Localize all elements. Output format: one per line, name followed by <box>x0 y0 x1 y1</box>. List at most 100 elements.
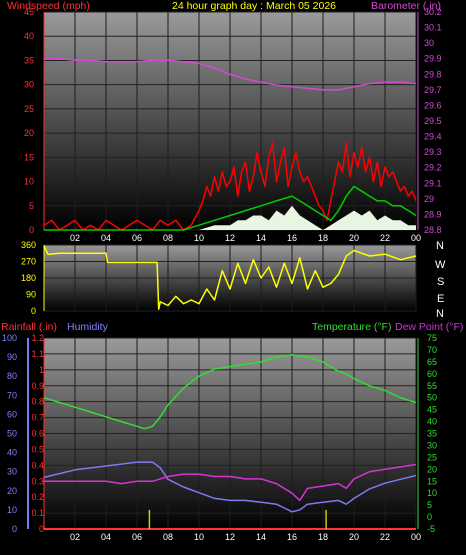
direction-tick-label: 360 <box>21 240 36 250</box>
windspeed-tick-label: 40 <box>24 31 34 41</box>
windspeed-line <box>43 142 417 231</box>
x-tick-label: 08 <box>163 233 173 243</box>
temperature-tick-label: 0 <box>427 512 432 522</box>
temperature-tick-label: 25 <box>427 452 437 462</box>
windspeed-tick-label: 10 <box>24 177 34 187</box>
direction-tick-label: 180 <box>21 273 36 283</box>
temperature-tick-label: 20 <box>427 464 437 474</box>
temperature-tick-label: 55 <box>427 381 437 391</box>
windspeed-tick-label: 30 <box>24 80 34 90</box>
barometer-tick-label: 30.2 <box>424 7 442 17</box>
rainfall-tick-label: 0.8 <box>31 397 44 407</box>
humidity-tick-label: 100 <box>2 333 17 343</box>
rainfall-tick-label: 0.9 <box>31 381 44 391</box>
rainfall-tick-label: 0.2 <box>31 492 44 502</box>
rainfall-tick-label: 0.4 <box>31 460 44 470</box>
humidity-tick-label: 80 <box>7 371 17 381</box>
humidity-tick-label: 60 <box>7 409 17 419</box>
x-tick-label: 02 <box>70 233 80 243</box>
wind-gust-area <box>199 205 416 230</box>
windspeed-tick-label: 5 <box>29 201 34 211</box>
temperature-tick-label: 75 <box>427 333 437 343</box>
rainfall-tick-label: 0.1 <box>31 508 44 518</box>
barometer-tick-label: 29.9 <box>424 54 442 64</box>
temperature-tick-label: 65 <box>427 357 437 367</box>
barometer-tick-label: 29.4 <box>424 132 442 142</box>
humidity-tick-label: 20 <box>7 486 17 496</box>
temperature-tick-label: 10 <box>427 488 437 498</box>
barometer-tick-label: 29.7 <box>424 85 442 95</box>
barometer-tick-label: 29.8 <box>424 69 442 79</box>
x-tick-label: 04 <box>101 532 111 542</box>
barometer-tick-label: 30.1 <box>424 23 442 33</box>
rainfall-tick-label: 0 <box>39 524 44 534</box>
temperature-tick-label: 35 <box>427 429 437 439</box>
x-tick-label: 06 <box>132 532 142 542</box>
compass-e: E <box>437 293 444 305</box>
wind-direction-line <box>43 245 417 310</box>
humidity-tick-label: 70 <box>7 390 17 400</box>
x-tick-label: 00 <box>411 532 421 542</box>
x-tick-label: 18 <box>318 233 328 243</box>
temperature-tick-label: 30 <box>427 440 437 450</box>
temperature-tick-label: 50 <box>427 393 437 403</box>
temperature-tick-label: 15 <box>427 476 437 486</box>
compass-w: W <box>435 259 446 271</box>
compass-n-top: N <box>436 240 444 252</box>
humidity-axis-title: Humidity <box>67 321 109 333</box>
humidity-tick-label: 30 <box>7 467 17 477</box>
x-tick-label: 00 <box>411 233 421 243</box>
x-tick-label: 14 <box>256 233 266 243</box>
temperature-line <box>43 353 417 430</box>
temperature-tick-label: 60 <box>427 369 437 379</box>
humidity-tick-label: 50 <box>7 429 17 439</box>
graph-title: 24 hour graph day : March 05 2026 <box>172 0 336 12</box>
temperature-tick-label: 40 <box>427 417 437 427</box>
x-tick-label: 04 <box>101 233 111 243</box>
x-tick-label: 02 <box>70 532 80 542</box>
barometer-tick-label: 29 <box>424 194 434 204</box>
x-tick-label: 20 <box>349 233 359 243</box>
temperature-tick-label: 70 <box>427 345 437 355</box>
barometer-tick-label: 29.1 <box>424 178 442 188</box>
x-tick-label: 08 <box>163 532 173 542</box>
barometer-tick-label: 29.5 <box>424 116 442 126</box>
barometer-tick-label: 30 <box>424 38 434 48</box>
temperature-tick-label: 45 <box>427 405 437 415</box>
barometer-tick-label: 29.6 <box>424 100 442 110</box>
x-tick-label: 22 <box>380 233 390 243</box>
windspeed-tick-label: 45 <box>24 7 34 17</box>
x-tick-label: 16 <box>287 532 297 542</box>
barometer-tick-label: 29.2 <box>424 163 442 173</box>
windspeed-axis-title: Windspeed (mph) <box>7 0 90 12</box>
humidity-tick-label: 90 <box>7 352 17 362</box>
x-tick-label: 14 <box>256 532 266 542</box>
x-tick-label: 12 <box>225 233 235 243</box>
rainfall-tick-label: 0.5 <box>31 444 44 454</box>
data-series <box>43 57 417 530</box>
barometer-line <box>44 57 417 91</box>
barometer-tick-label: 29.3 <box>424 147 442 157</box>
humidity-tick-label: 10 <box>7 505 17 515</box>
x-tick-label: 12 <box>225 532 235 542</box>
x-tick-label: 22 <box>380 532 390 542</box>
wind-average-line <box>44 185 417 231</box>
direction-tick-label: 90 <box>26 290 36 300</box>
dewpoint-axis-title: Dew Point (°F) <box>395 321 463 333</box>
barometer-axis-title: Barometer (.in) <box>371 0 441 12</box>
direction-tick-label: 0 <box>31 306 36 316</box>
compass-n-bottom: N <box>436 308 444 320</box>
x-tick-label: 10 <box>194 532 204 542</box>
humidity-line <box>43 461 417 513</box>
rainfall-tick-label: 1.2 <box>31 333 44 343</box>
x-tick-label: 10 <box>194 233 204 243</box>
rainfall-tick-label: 1.1 <box>31 349 44 359</box>
dewpoint-line <box>44 463 417 502</box>
rainfall-tick-label: 0.6 <box>31 429 44 439</box>
windspeed-tick-label: 35 <box>24 55 34 65</box>
direction-tick-label: 270 <box>21 257 36 267</box>
rainfall-tick-label: 0.7 <box>31 413 44 423</box>
windspeed-tick-label: 15 <box>24 152 34 162</box>
